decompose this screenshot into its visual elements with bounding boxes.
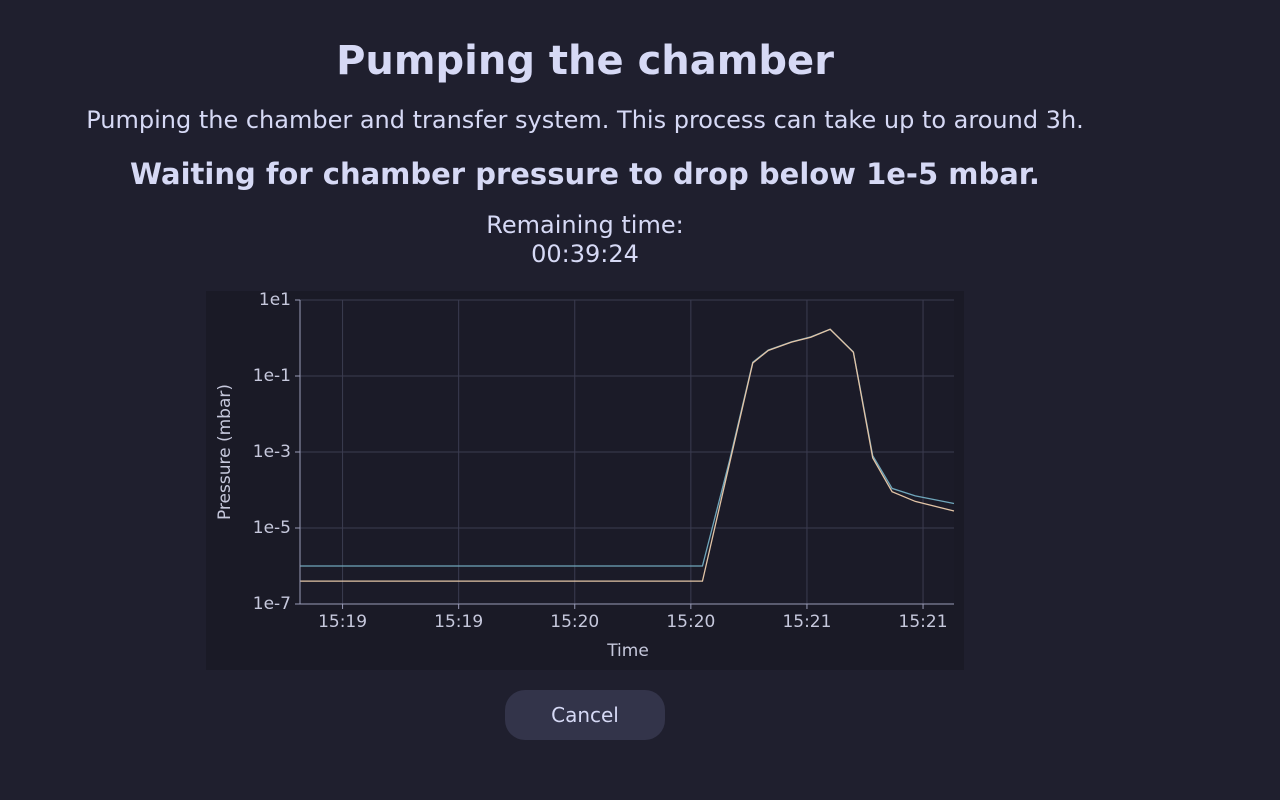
x-tick-label: 15:21 bbox=[782, 612, 831, 632]
y-tick-label: 1e1 bbox=[259, 290, 291, 310]
status: Waiting for chamber pressure to drop bel… bbox=[130, 157, 1040, 191]
x-tick-label: 15:21 bbox=[899, 612, 948, 632]
y-tick-label: 1e-1 bbox=[253, 366, 291, 386]
title: Pumping the chamber bbox=[336, 38, 834, 84]
x-tick-label: 15:19 bbox=[434, 612, 483, 632]
remaining-time: 00:39:24 bbox=[531, 240, 639, 268]
subtitle: Pumping the chamber and transfer system.… bbox=[86, 106, 1084, 134]
cancel-button[interactable]: Cancel bbox=[505, 690, 665, 740]
x-tick-label: 15:19 bbox=[318, 612, 367, 632]
x-axis-label: Time bbox=[606, 641, 649, 661]
remaining-label: Remaining time: bbox=[486, 211, 684, 239]
y-axis-label: Pressure (mbar) bbox=[215, 384, 235, 520]
series-line bbox=[300, 328, 955, 582]
y-tick-label: 1e-5 bbox=[253, 518, 291, 538]
y-tick-label: 1e-3 bbox=[253, 442, 291, 462]
y-tick-label: 1e-7 bbox=[253, 594, 291, 614]
x-tick-label: 15:20 bbox=[550, 612, 599, 632]
x-tick-label: 15:20 bbox=[666, 612, 715, 632]
